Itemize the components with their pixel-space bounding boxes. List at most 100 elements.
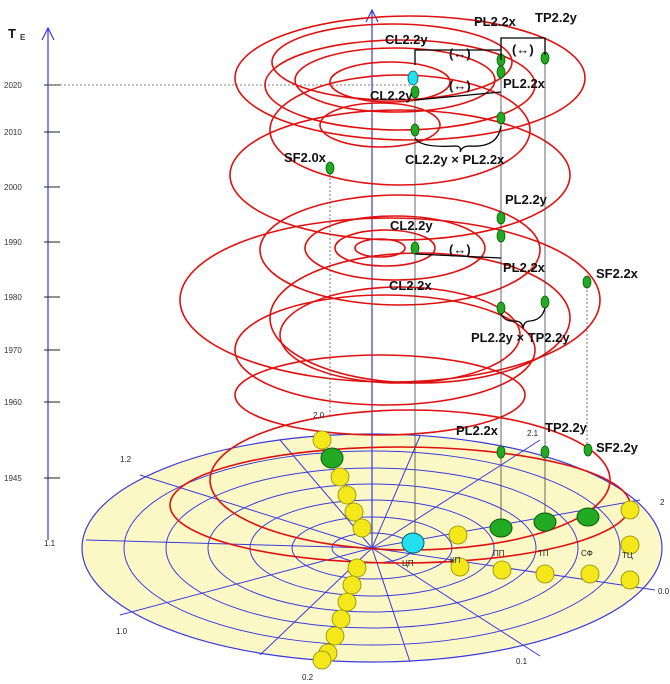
- disk-label: 2.0: [313, 411, 325, 420]
- year-label: 2010: [4, 128, 22, 137]
- yellow-node: [347, 558, 367, 578]
- spiral-loop: [264, 39, 536, 131]
- disk-label: 0.0: [658, 587, 670, 596]
- sector-label: КП: [450, 556, 461, 565]
- time-axis-subscript: E: [20, 33, 26, 42]
- label-sf22x: SF2.2x: [596, 266, 639, 281]
- label-pl22x: PL2.2x: [456, 423, 499, 438]
- green-node: [540, 295, 550, 309]
- disk-label: 1.2: [120, 455, 132, 464]
- label-cl22x: CL2.2x: [389, 278, 432, 293]
- label-pl22x: PL2.2x: [503, 260, 546, 275]
- disk-nodes: [312, 430, 640, 670]
- green-node: [410, 123, 420, 137]
- disk-spoke: [371, 435, 421, 549]
- sector-label: ТЦ: [622, 551, 633, 560]
- drop-lines: [329, 60, 588, 540]
- yellow-node: [337, 485, 357, 505]
- spiral-loop: [271, 23, 513, 101]
- yellow-node: [620, 535, 640, 555]
- green-node: [540, 445, 550, 459]
- disk-labels: 2.0 1.2 1.1 1.0 0.2 0.1 0.0 2 2.1 ЦП КП …: [44, 411, 670, 682]
- yellow-node: [344, 502, 364, 522]
- disk-spoke: [371, 547, 541, 657]
- disk-label: 1.0: [116, 627, 128, 636]
- bidirectional-arrow-label: (↔): [449, 46, 471, 61]
- brace: [500, 307, 546, 329]
- spiral-loop: [259, 194, 541, 306]
- spiral-loop: [329, 61, 451, 103]
- label-cl22y: CL2.2y: [390, 218, 433, 233]
- time-nodes: [325, 51, 593, 459]
- spiral-loop: [269, 74, 531, 186]
- brace: [414, 125, 502, 153]
- disk-label: 1.1: [44, 539, 56, 548]
- label-cl22y: CL2.2y: [370, 88, 413, 103]
- time-axis: T E 2020 2010 2000 1990 1980 1970 1960 1…: [4, 26, 412, 540]
- spiral-loop: [179, 217, 601, 383]
- green-node: [410, 241, 420, 255]
- yellow-node: [342, 575, 362, 595]
- label-sf20x: SF2.0x: [284, 150, 327, 165]
- disk-spoke: [371, 547, 656, 591]
- spiral-loop: [354, 238, 406, 258]
- time-axis-arrow: [41, 26, 55, 41]
- time-axis-title: T: [8, 26, 16, 41]
- disk-label: 2.1: [527, 429, 539, 438]
- yellow-node: [580, 564, 600, 584]
- connectors: [414, 37, 546, 329]
- connector: [414, 49, 502, 65]
- green-node: [533, 512, 557, 532]
- bidirectional-arrow-label: (↔): [449, 78, 471, 93]
- spiral-loop: [304, 215, 486, 281]
- year-label: 1970: [4, 346, 22, 355]
- green-node: [325, 161, 335, 175]
- cyan-node: [407, 70, 419, 86]
- yellow-node: [325, 626, 345, 646]
- yellow-node: [492, 560, 512, 580]
- year-label: 1945: [4, 474, 22, 483]
- label-tp22y: TP2.2y: [535, 10, 578, 25]
- label-cross-cl-pl: CL2.2y × PL2.2x: [405, 152, 505, 167]
- bidirectional-arrow-label: (↔): [449, 242, 471, 257]
- green-node: [576, 507, 600, 527]
- year-label: 1990: [4, 238, 22, 247]
- sector-label: СФ: [581, 549, 593, 558]
- sector-label: ТП: [538, 549, 549, 558]
- green-node: [496, 229, 506, 243]
- green-node: [410, 85, 420, 99]
- disk-label: 0.1: [516, 657, 528, 666]
- yellow-node: [352, 518, 372, 538]
- yellow-node: [337, 592, 357, 612]
- yellow-node: [620, 500, 640, 520]
- spiral-loop: [229, 109, 571, 241]
- disk-spoke: [139, 474, 373, 549]
- yellow-node: [312, 650, 332, 670]
- spiral-loop: [234, 15, 586, 141]
- label-cross-pl-tp: PL2.2y × TP2.2y: [471, 330, 570, 345]
- connector: [500, 37, 546, 55]
- yellow-node: [312, 430, 332, 450]
- spiral-loop: [334, 229, 436, 267]
- connector: [414, 91, 502, 101]
- disk-spoke: [371, 547, 411, 663]
- green-node: [496, 211, 506, 225]
- node-labels: CL2.2y PL2.2x TP2.2y (↔) (↔) (↔) PL2.2x …: [284, 10, 639, 455]
- label-tp22y: TP2.2y: [545, 420, 588, 435]
- label-cl22y: CL2.2y: [385, 32, 428, 47]
- yellow-node: [331, 609, 351, 629]
- green-node: [496, 445, 506, 459]
- disk-label: 0.2: [302, 673, 314, 682]
- yellow-node: [535, 564, 555, 584]
- year-label: 2000: [4, 183, 22, 192]
- disk-label: 2: [660, 498, 665, 507]
- disk-spoke: [371, 439, 541, 549]
- year-label: 2020: [4, 81, 22, 90]
- green-node: [496, 301, 506, 315]
- yellow-node: [620, 570, 640, 590]
- green-node: [489, 518, 513, 538]
- green-node: [496, 111, 506, 125]
- year-label: 1980: [4, 293, 22, 302]
- bidirectional-arrow-label: (↔): [512, 42, 534, 57]
